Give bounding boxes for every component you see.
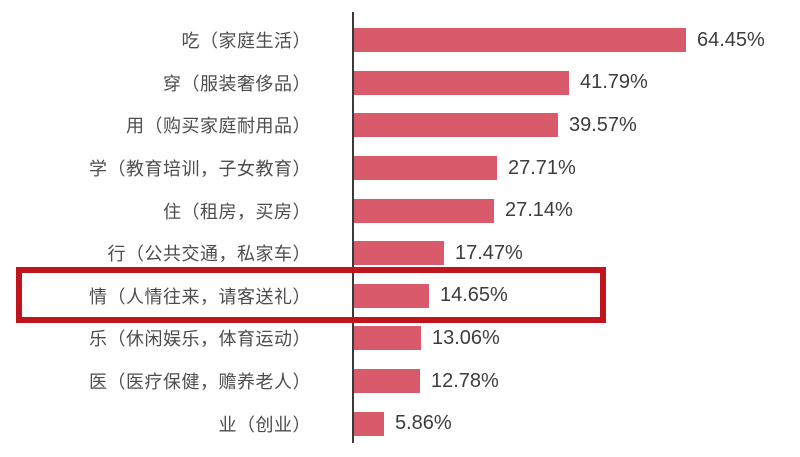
bar [354, 369, 420, 394]
chart-row: 医（医疗保健，赡养老人） 12.78% [0, 360, 800, 403]
bar [354, 326, 421, 351]
bar [354, 28, 686, 53]
bar [354, 198, 494, 223]
chart-row: 行（公共交通，私家车） 17.47% [0, 232, 800, 275]
category-label: 住（租房，买房） [163, 201, 311, 222]
value-label: 27.14% [505, 199, 573, 222]
category-label: 医（医疗保健，赡养老人） [89, 372, 311, 393]
category-label: 情（人情往来，请客送礼） [89, 286, 311, 307]
value-label: 12.78% [431, 369, 499, 392]
chart-row: 住（租房，买房） 27.14% [0, 189, 800, 232]
bar-area: 39.57% [332, 104, 800, 147]
value-label: 41.79% [580, 71, 648, 94]
bar-area: 64.45% [332, 19, 800, 62]
value-label: 17.47% [455, 241, 523, 264]
bar-area: 27.14% [332, 189, 800, 232]
bar [354, 241, 444, 266]
bar-area: 41.79% [332, 62, 800, 105]
bar-area: 12.78% [332, 360, 800, 403]
bar [354, 113, 558, 138]
category-label: 用（购买家庭耐用品） [126, 116, 311, 137]
bar-area: 5.86% [332, 402, 800, 445]
value-label: 64.45% [697, 28, 765, 51]
bar [354, 156, 497, 181]
category-label: 乐（休闲娱乐，体育运动） [89, 329, 311, 350]
category-label: 行（公共交通，私家车） [107, 244, 311, 265]
chart-rows: 吃（家庭生活） 64.45% 穿（服装奢侈品） 41.79% 用（购买家庭耐用品） 39.… [0, 19, 800, 445]
value-label: 13.06% [432, 326, 500, 349]
value-label: 14.65% [440, 284, 508, 307]
chart-row: 穿（服装奢侈品） 41.79% [0, 62, 800, 105]
value-label: 39.57% [569, 113, 637, 136]
category-label: 吃（家庭生活） [181, 31, 311, 52]
chart-row: 吃（家庭生活） 64.45% [0, 19, 800, 62]
axis-baseline [352, 12, 354, 443]
category-label: 学（教育培训，子女教育） [89, 159, 311, 180]
bar-area: 13.06% [332, 317, 800, 360]
chart-row: 学（教育培训，子女教育） 27.71% [0, 147, 800, 190]
value-label: 5.86% [395, 412, 452, 435]
chart-row: 用（购买家庭耐用品） 39.57% [0, 104, 800, 147]
category-label: 穿（服装奢侈品） [163, 73, 311, 94]
bar-area: 17.47% [332, 232, 800, 275]
chart-row: 业（创业） 5.86% [0, 402, 800, 445]
bar-area: 27.71% [332, 147, 800, 190]
category-label: 业（创业） [218, 414, 311, 435]
value-label: 27.71% [508, 156, 576, 179]
bar [354, 70, 569, 95]
chart-row: 情（人情往来，请客送礼） 14.65% [0, 275, 800, 318]
bar [354, 283, 429, 308]
bar [354, 411, 384, 436]
chart-row: 乐（休闲娱乐，体育运动） 13.06% [0, 317, 800, 360]
bar-area: 14.65% [332, 275, 800, 318]
